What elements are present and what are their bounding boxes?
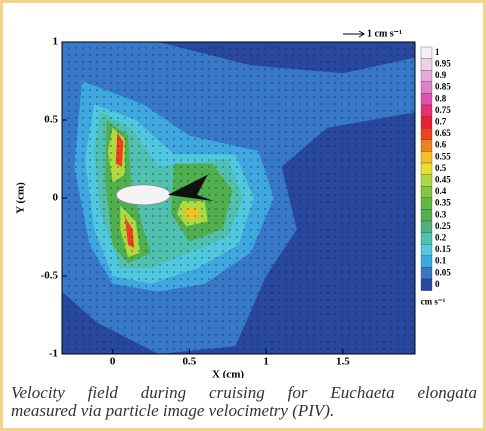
colorbar-swatch [421, 267, 432, 279]
colorbar-swatch [421, 244, 432, 256]
x-tick-label: 0 [110, 356, 116, 368]
figure: X (cm) Y (cm) 1 cm s⁻¹ 0 0.5 1 1.5 -1 -0.5 0 0.… [0, 0, 486, 431]
colorbar-swatch [421, 163, 432, 175]
colorbar-swatch [421, 59, 432, 71]
colorbar-label: 0.75 [435, 105, 451, 115]
colorbar-swatch [421, 47, 432, 59]
x-tick-label: 1.5 [336, 356, 350, 368]
colorbar-swatch [421, 198, 432, 210]
colorbar-swatch [421, 209, 432, 221]
y-axis-label: Y (cm) [15, 182, 27, 214]
colorbar-label: 0.05 [435, 267, 451, 277]
chart: X (cm) Y (cm) 1 cm s⁻¹ 0 0.5 1 1.5 -1 -0.5 0 0.… [3, 3, 483, 378]
colorbar-swatch [421, 140, 432, 152]
colorbar-swatch [421, 175, 432, 187]
colorbar-label: 0 [435, 279, 440, 289]
colorbar-label: 0.35 [435, 198, 451, 208]
colorbar-label: 0.25 [435, 221, 451, 231]
colorbar-unit: cm s⁻¹ [421, 297, 446, 307]
y-tick-label: -1 [49, 348, 58, 360]
colorbar-swatch [421, 233, 432, 245]
reference-label: 1 cm s⁻¹ [367, 28, 402, 39]
x-tick-label: 1 [263, 356, 269, 368]
colorbar-swatch [421, 221, 432, 233]
colorbar-label: 0.2 [435, 232, 447, 242]
colorbar-swatch [421, 279, 432, 291]
y-tick-label: 0.5 [44, 114, 58, 126]
vector-field [62, 42, 415, 354]
colorbar-label: 0.1 [435, 256, 447, 266]
x-axis-label: X (cm) [212, 369, 244, 378]
y-tick-label: 0 [53, 192, 59, 204]
colorbar-label: 0.6 [435, 140, 447, 150]
colorbar-label: 0.8 [435, 93, 447, 103]
colorbar-label: 0.3 [435, 209, 447, 219]
colorbar-label: 0.95 [435, 58, 451, 68]
y-tick-label: -0.5 [41, 270, 59, 282]
y-tick-label: 1 [53, 36, 59, 48]
colorbar-label: 0.55 [435, 151, 451, 161]
colorbar-label: 0.9 [435, 70, 447, 80]
colorbar-label: 0.85 [435, 82, 451, 92]
colorbar-label: 0.5 [435, 163, 447, 173]
colorbar-swatch [421, 93, 432, 105]
colorbar-label: 0.7 [435, 116, 447, 126]
colorbar-label: 0.15 [435, 244, 451, 254]
colorbar-swatch [421, 82, 432, 94]
colorbar-swatch [421, 186, 432, 198]
caption-line: measured via particle image velocimetry … [11, 402, 477, 420]
animal-body [116, 185, 170, 205]
colorbar-label: 0.65 [435, 128, 451, 138]
colorbar-label: 0.45 [435, 174, 451, 184]
colorbar-swatch [421, 151, 432, 163]
contour-field [62, 42, 415, 354]
caption-line: Velocity field during cruising for Eucha… [11, 384, 477, 402]
x-tick-label: 0.5 [183, 356, 197, 368]
colorbar-label: 1 [435, 47, 440, 57]
colorbar-swatch [421, 70, 432, 82]
colorbar-label: 0.4 [435, 186, 447, 196]
colorbar-swatch [421, 105, 432, 117]
colorbar-swatch [421, 128, 432, 140]
colorbar-swatch [421, 256, 432, 268]
colorbar-swatch [421, 117, 432, 129]
